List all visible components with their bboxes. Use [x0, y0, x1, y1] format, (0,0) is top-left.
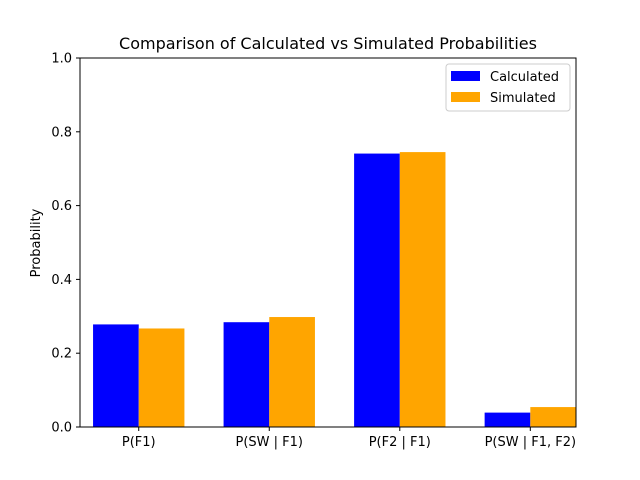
legend-label-calculated: Calculated — [490, 70, 559, 85]
bar-simulated-0 — [139, 328, 185, 427]
y-axis-label: Probability — [29, 208, 44, 277]
x-tick-label-1: P(SW | F1) — [236, 435, 303, 450]
y-tick-label-4: 0.8 — [51, 125, 72, 140]
legend: Calculated Simulated — [446, 64, 570, 111]
y-tick-label-0: 0.0 — [51, 421, 72, 436]
y-axis: 0.0 0.2 0.4 0.6 0.8 1.0 — [51, 52, 80, 436]
x-tick-label-0: P(F1) — [122, 435, 156, 450]
bar-calculated-3 — [485, 413, 531, 427]
bar-calculated-2 — [354, 154, 400, 427]
x-axis: P(F1) P(SW | F1) P(F2 | F1) P(SW | F1, F2) — [122, 427, 576, 450]
chart-title: Comparison of Calculated vs Simulated Pr… — [119, 34, 537, 53]
bar-simulated-1 — [269, 317, 315, 427]
bar-calculated-0 — [93, 324, 139, 427]
x-tick-label-3: P(SW | F1, F2) — [485, 435, 577, 450]
x-tick-label-2: P(F2 | F1) — [369, 435, 431, 450]
y-tick-label-5: 1.0 — [51, 52, 72, 67]
bar-simulated-2 — [400, 152, 446, 427]
bars-group — [93, 152, 576, 427]
y-tick-label-1: 0.2 — [51, 347, 72, 362]
bar-simulated-3 — [530, 407, 576, 427]
bar-calculated-1 — [224, 322, 270, 427]
y-tick-label-2: 0.4 — [51, 273, 72, 288]
legend-swatch-simulated — [451, 92, 480, 102]
y-tick-label-3: 0.6 — [51, 199, 72, 214]
legend-label-simulated: Simulated — [490, 91, 556, 106]
legend-swatch-calculated — [451, 71, 480, 81]
